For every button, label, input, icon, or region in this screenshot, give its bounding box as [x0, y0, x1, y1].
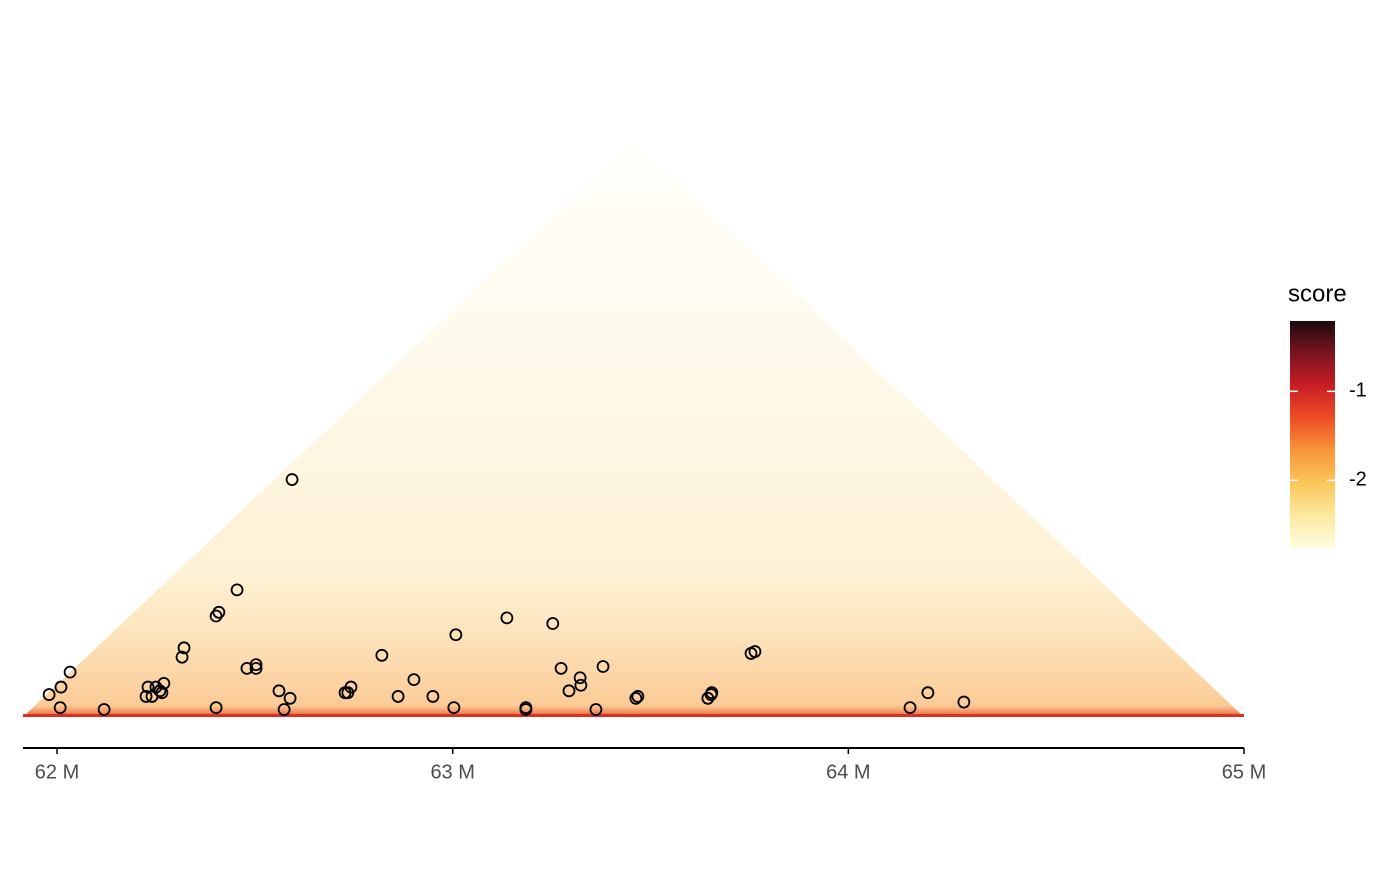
loop-point: [500, 611, 514, 625]
heatmap-diagonal: [23, 714, 1244, 717]
loop-point: [283, 691, 297, 705]
loop-point: [903, 701, 917, 715]
loop-point: [631, 690, 645, 703]
loop-point: [447, 701, 461, 715]
loop-point: [921, 686, 935, 700]
loop-point: [42, 688, 56, 701]
loop-point: [596, 660, 610, 673]
loop-point: [177, 641, 191, 655]
x-tick-label: 62 M: [35, 761, 79, 783]
loop-point: [957, 695, 971, 709]
loop-point: [212, 605, 226, 619]
loop-point: [157, 676, 171, 690]
loop-point: [341, 686, 355, 700]
loop-point: [230, 583, 244, 597]
x-tick-label: 64 M: [826, 761, 870, 783]
loop-point: [705, 686, 719, 700]
loop-point: [272, 684, 286, 698]
heatmap-triangle: [23, 140, 1244, 717]
loop-point: [249, 658, 263, 672]
loop-point: [562, 684, 576, 698]
loop-point: [629, 691, 643, 705]
loop-point: [175, 650, 189, 664]
colorbar: [1290, 321, 1335, 548]
loop-point: [546, 617, 560, 630]
loop-point: [277, 703, 291, 716]
loop-point: [748, 645, 762, 658]
loop-point: [519, 703, 533, 716]
loop-point: [375, 648, 389, 662]
loop-point: [391, 690, 405, 703]
legend-title: score: [1288, 280, 1347, 307]
loop-point: [97, 703, 111, 716]
loop-point: [426, 690, 440, 703]
loop-point: [63, 665, 77, 679]
loop-point: [209, 701, 223, 715]
loop-point: [554, 661, 568, 675]
loop-point: [589, 703, 603, 716]
loop-point: [407, 673, 421, 687]
loop-point: [573, 671, 587, 685]
loop-point: [574, 678, 588, 692]
loop-point: [449, 628, 463, 642]
loop-point: [53, 701, 67, 715]
loop-point: [145, 690, 159, 703]
x-tick-label: 63 M: [430, 761, 474, 783]
x-tick-label: 65 M: [1222, 761, 1266, 783]
colorbar-tick-label: -1: [1349, 380, 1367, 402]
loop-point: [54, 680, 68, 694]
colorbar-tick-label: -2: [1349, 469, 1367, 491]
loop-point: [249, 661, 263, 675]
loop-point: [285, 473, 299, 486]
loop-point: [139, 690, 153, 703]
